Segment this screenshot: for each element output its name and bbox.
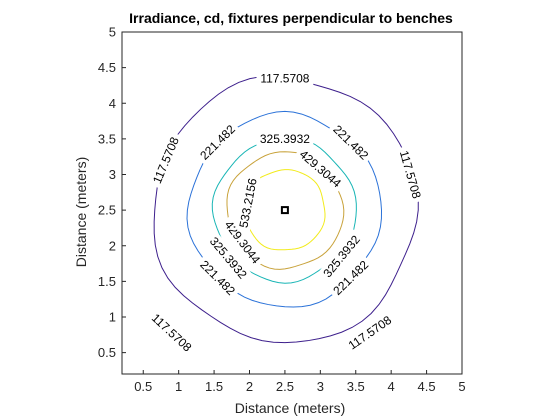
- contour-label-group: 117.5708: [395, 144, 426, 204]
- x-tick-label: 3.5: [347, 379, 365, 394]
- contour-label-group: 429.3044: [294, 144, 348, 193]
- contour-label-group: 117.5708: [146, 307, 198, 358]
- contour-label-group: 117.5708: [256, 70, 314, 86]
- contour-label-background: [146, 307, 198, 358]
- y-tick-label: 1.5: [98, 274, 116, 289]
- contour-label: 117.5708: [346, 313, 395, 353]
- x-tick-label: 2.5: [276, 379, 294, 394]
- contour-label-group: 221.482: [194, 119, 241, 166]
- contour-label-background: [204, 231, 253, 285]
- y-tick-label: 0.5: [98, 345, 116, 360]
- contour-label-background: [234, 173, 261, 233]
- axes-frame: [121, 31, 463, 375]
- y-tick-label: 3.5: [98, 131, 116, 146]
- contour-label-background: [395, 144, 426, 204]
- chart-title: Irradiance, cd, fixtures perpendicular t…: [129, 10, 453, 26]
- contour-label: 117.5708: [260, 71, 309, 85]
- contour-label-background: [317, 229, 366, 283]
- contour-line-117-5708: [153, 75, 419, 344]
- contour-label: 221.482: [197, 122, 238, 163]
- y-tick-label: 2.5: [98, 203, 116, 218]
- y-tick-label: 1: [109, 310, 116, 325]
- center-marker: [280, 206, 289, 215]
- contour-label: 117.5708: [149, 311, 195, 355]
- x-tick-label: 1.5: [205, 379, 223, 394]
- y-axis-label: Distance (meters): [73, 157, 89, 267]
- contour-label-background: [147, 131, 184, 190]
- x-tick-label: 4: [388, 379, 395, 394]
- contour-label-background: [294, 144, 348, 193]
- contour-label-group: 117.5708: [147, 131, 184, 190]
- y-tick-label: 4: [109, 96, 116, 111]
- y-tick-label: 2: [109, 238, 116, 253]
- contour-label-background: [219, 214, 266, 270]
- plot-area: 117.5708 117.5708 117.5708 117.5708 117.5708…: [146, 70, 426, 358]
- y-tick-label: 5: [109, 25, 116, 40]
- contour-label: 117.5708: [397, 149, 424, 200]
- contour-label-background: [327, 254, 374, 301]
- x-tick-label: 2: [246, 379, 253, 394]
- y-axis: 0.5 1 1.5 2 2.5 3 3.5 4 4.5 5: [98, 25, 126, 360]
- contour-label-background: [194, 119, 241, 166]
- contour-label-background: [256, 130, 314, 146]
- contour-label-background: [341, 309, 398, 355]
- x-tick-label: 3: [317, 379, 324, 394]
- x-axis-label: Distance (meters): [235, 400, 345, 416]
- x-tick-label: 4.5: [418, 379, 436, 394]
- contour-label-group: 117.5708: [341, 309, 398, 355]
- x-tick-label: 0.5: [134, 379, 152, 394]
- y-tick-label: 3: [109, 167, 116, 182]
- contour-label: 325.3932: [260, 132, 310, 146]
- contour-label-background: [194, 254, 242, 301]
- contour-label-group: 221.482: [327, 119, 375, 165]
- contour-label: 221.482: [330, 122, 371, 163]
- contour-line-325-3932: [211, 137, 357, 284]
- contour-label-background: [327, 119, 375, 165]
- contour-label-group: 533.2156: [234, 173, 261, 233]
- contour-label: 117.5708: [150, 135, 182, 186]
- x-tick-label: 1: [175, 379, 182, 394]
- contour-label-background: [256, 70, 314, 86]
- y-tick-label: 4.5: [98, 60, 116, 75]
- contour-label: 429.3044: [297, 147, 344, 190]
- x-tick-label: 5: [458, 379, 465, 394]
- x-axis: 0.5 1 1.5 2 2.5 3 3.5 4 4.5 5: [134, 370, 466, 394]
- contour-label-group: 325.3932: [256, 130, 314, 146]
